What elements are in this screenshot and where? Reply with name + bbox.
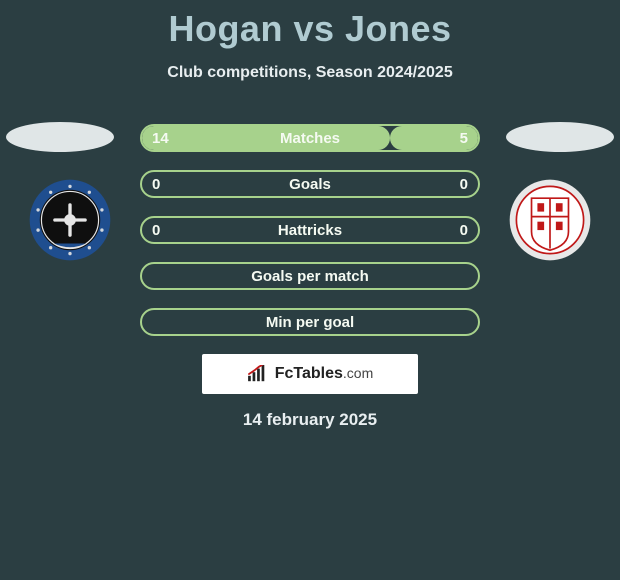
brand-domain: .com [343, 365, 373, 381]
stat-value-left: 0 [142, 218, 170, 242]
club-badge-right [500, 178, 600, 262]
generated-date: 14 february 2025 [0, 410, 620, 430]
stat-bar: Matches145 [140, 124, 480, 152]
bar-chart-icon [247, 365, 269, 383]
stat-label: Min per goal [142, 310, 478, 334]
brand-badge: FcTables.com [202, 354, 418, 394]
stat-label: Hattricks [142, 218, 478, 242]
stat-label: Goals [142, 172, 478, 196]
brand-name: FcTables [275, 365, 343, 383]
club-badge-left [20, 178, 120, 262]
brand-text: FcTables.com [275, 365, 374, 383]
stat-fill-left [142, 126, 390, 150]
stats-bars: Matches145Goals00Hattricks00Goals per ma… [140, 124, 480, 354]
stat-label: Goals per match [142, 264, 478, 288]
player-photo-right [506, 122, 614, 152]
stat-fill-right [390, 126, 478, 150]
stat-value-right: 0 [450, 218, 478, 242]
stat-value-left: 0 [142, 172, 170, 196]
stat-bar: Goals per match [140, 262, 480, 290]
stat-bar: Goals0 0 [140, 170, 480, 198]
rochdale-badge-icon [20, 178, 120, 262]
stat-bar: Min per goal [140, 308, 480, 336]
woking-badge-icon [500, 178, 600, 262]
page-subtitle: Club competitions, Season 2024/2025 [0, 64, 620, 82]
player-photo-left [6, 122, 114, 152]
page-title: Hogan vs Jones [0, 0, 620, 50]
stat-bar: Hattricks0 0 [140, 216, 480, 244]
stat-value-right: 0 [450, 172, 478, 196]
